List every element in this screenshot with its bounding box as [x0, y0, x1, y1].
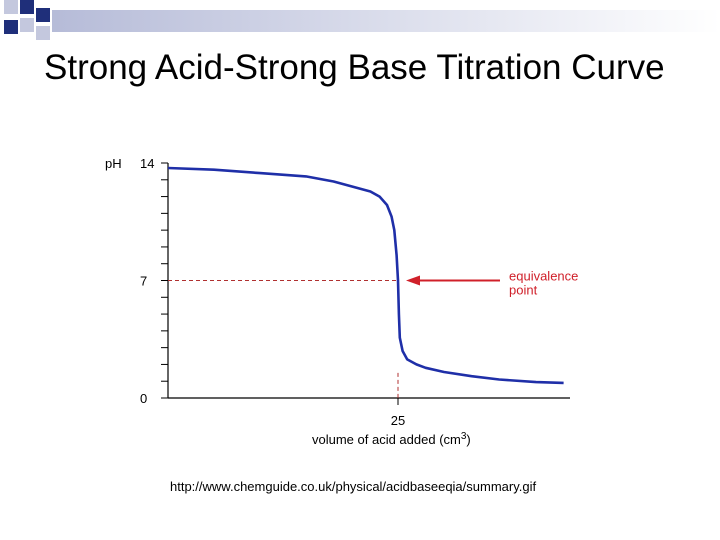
- decor-square: [36, 26, 50, 40]
- decor-square: [36, 8, 50, 22]
- annotation-label: point: [509, 283, 538, 298]
- decor-square: [4, 0, 18, 14]
- y-tick-label: 0: [140, 391, 147, 406]
- annotation-label: equivalence: [509, 269, 578, 284]
- decor-square: [4, 20, 18, 34]
- source-url: http://www.chemguide.co.uk/physical/acid…: [170, 479, 537, 494]
- annotation-arrowhead: [406, 275, 420, 286]
- x-tick-label: 25: [391, 413, 405, 428]
- x-axis-label: volume of acid added (cm3): [312, 431, 471, 447]
- titration-curve-line: [167, 166, 564, 385]
- decor-square: [20, 0, 34, 14]
- y-axis-label: pH: [105, 156, 122, 171]
- slide-title: Strong Acid-Strong Base Titration Curve: [44, 48, 665, 87]
- y-tick-label: 7: [140, 274, 147, 289]
- y-tick-label: 14: [140, 156, 154, 171]
- slide-header-decoration: [4, 0, 720, 40]
- decor-square: [20, 18, 34, 32]
